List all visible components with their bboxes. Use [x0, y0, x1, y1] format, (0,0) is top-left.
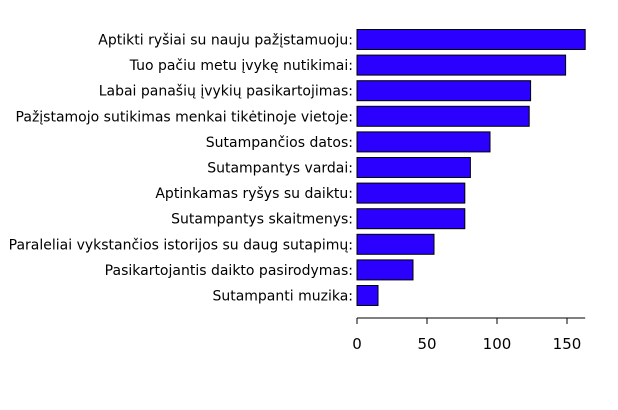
category-label-0: Aptikti ryšiai su nauju pažįstamuoju: [98, 33, 353, 49]
x-tick-label-0: 0 [352, 335, 362, 353]
category-label-2: Labai panašių įvykių pasikartojimas: [99, 84, 353, 100]
category-label-4: Sutampančios datos: [206, 135, 353, 151]
bar-4 [356, 131, 491, 153]
x-tick-label-1: 50 [417, 335, 436, 353]
category-label-9: Pasikartojantis daikto pasirodymas: [105, 263, 353, 279]
category-label-10: Sutampanti muzika: [212, 289, 353, 305]
bar-3 [356, 105, 530, 127]
bar-1 [356, 54, 567, 76]
category-label-7: Sutampantys skaitmenys: [171, 212, 353, 228]
category-label-1: Tuo pačiu metu įvykę nutikimai: [129, 58, 353, 74]
bar-9 [356, 259, 414, 281]
category-label-6: Aptinkamas ryšys su daiktu: [155, 186, 353, 202]
bar-0 [356, 29, 586, 50]
category-label-3: Pažįstamojo sutikimas menkai tikėtinoje … [16, 109, 353, 125]
bar-2 [356, 80, 532, 102]
x-tick-label-3: 150 [553, 335, 582, 353]
bar-8 [356, 233, 435, 255]
x-tick-label-2: 100 [483, 335, 512, 353]
bar-10 [356, 285, 379, 306]
bar-5 [356, 157, 471, 178]
bar-7 [356, 208, 466, 230]
bar-6 [356, 182, 466, 204]
category-label-5: Sutampantys vardai: [207, 161, 353, 177]
category-label-8: Paraleliai vykstančios istorijos su daug… [9, 237, 353, 253]
